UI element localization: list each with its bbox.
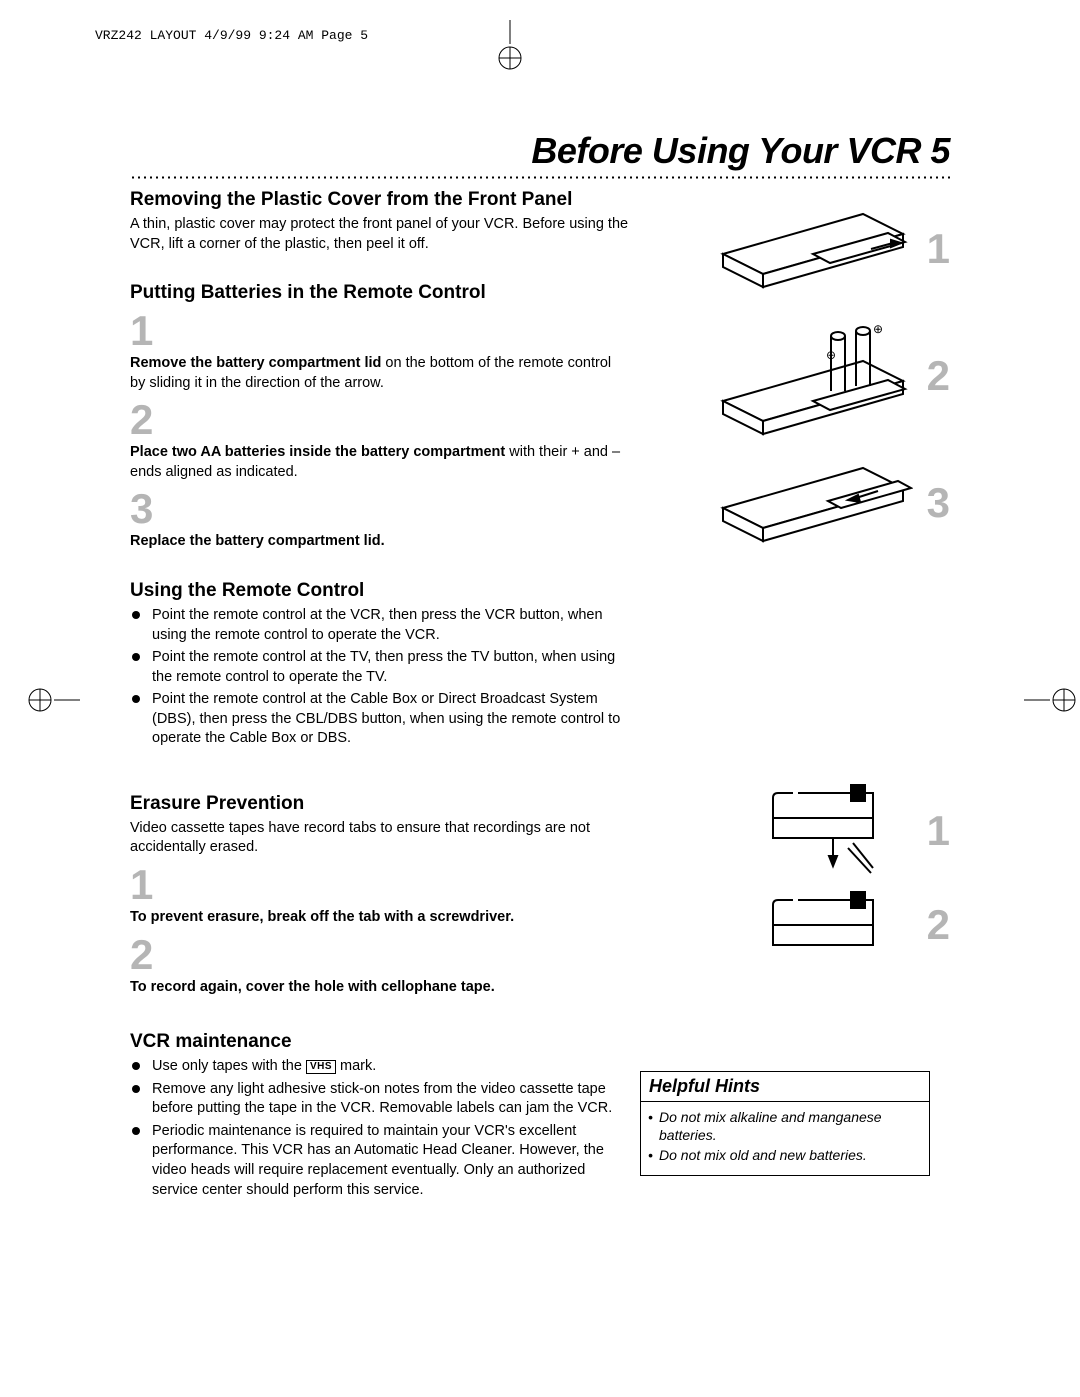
illustration-tape-2: 2 [630, 890, 950, 960]
vhs-logo: VHS [306, 1060, 336, 1074]
section-using-remote-heading: Using the Remote Control [130, 580, 630, 602]
step-bold: To record again, cover the hole with cel… [130, 979, 495, 995]
helpful-hints-list: Do not mix alkaline and manganese batter… [641, 1102, 929, 1175]
illustration-remote-3: 3 [630, 453, 950, 553]
step-bold: To prevent erasure, break off the tab wi… [130, 909, 514, 925]
illus-number: 3 [927, 482, 950, 524]
step-text-1: Remove the battery compartment lid on th… [130, 354, 630, 393]
maint-bullet1-post: mark. [336, 1058, 376, 1074]
illus-number: 1 [927, 810, 950, 852]
remote-replace-lid-icon [713, 453, 913, 553]
cassette-break-tab-icon [763, 783, 913, 878]
step-number: 3 [130, 488, 630, 530]
step-bold: Remove the battery compartment lid [130, 355, 381, 371]
list-item: Point the remote control at the TV, then… [152, 648, 630, 687]
step-bold: Replace the battery compartment lid. [130, 533, 385, 549]
helpful-hints-title: Helpful Hints [641, 1072, 929, 1102]
illustration-remote-1: 1 [630, 199, 950, 299]
section-erasure-heading: Erasure Prevention [130, 793, 630, 815]
crop-mark-right [1024, 680, 1080, 720]
step-text-2: Place two AA batteries inside the batter… [130, 443, 630, 482]
step-text-3: Replace the battery compartment lid. [130, 532, 630, 552]
svg-text:⊕: ⊕ [873, 322, 883, 336]
page-title-text: Before Using Your VCR [531, 130, 921, 171]
maintenance-list: Use only tapes with the VHS mark. Remove… [130, 1057, 630, 1200]
section-removing-cover-heading: Removing the Plastic Cover from the Fron… [130, 189, 630, 211]
step-number: 1 [130, 864, 630, 906]
illus-number: 2 [927, 904, 950, 946]
illus-number: 1 [927, 228, 950, 270]
illustration-remote-2: ⊕ ⊖ 2 [630, 311, 950, 441]
prepress-header: VRZ242 LAYOUT 4/9/99 9:24 AM Page 5 [95, 28, 368, 43]
crop-mark-top [490, 20, 530, 80]
remote-slide-lid-icon [713, 199, 913, 299]
maint-bullet1-pre: Use only tapes with the [152, 1058, 306, 1074]
cassette-cover-hole-icon [763, 890, 913, 960]
remote-insert-batteries-icon: ⊕ ⊖ [713, 311, 913, 441]
section-maintenance-heading: VCR maintenance [130, 1031, 630, 1053]
erasure-step-2: To record again, cover the hole with cel… [130, 978, 630, 998]
dotted-divider [130, 176, 950, 179]
step-number: 1 [130, 310, 630, 352]
erasure-step-1: To prevent erasure, break off the tab wi… [130, 908, 630, 928]
svg-text:⊖: ⊖ [826, 348, 836, 362]
hint-item: Do not mix old and new batteries. [659, 1146, 919, 1164]
step-number: 2 [130, 399, 630, 441]
list-item: Use only tapes with the VHS mark. [152, 1057, 630, 1077]
step-bold: Place two AA batteries inside the batter… [130, 444, 505, 460]
list-item: Point the remote control at the Cable Bo… [152, 690, 630, 749]
illustration-tape-1: 1 [630, 783, 950, 878]
illus-number: 2 [927, 355, 950, 397]
list-item: Point the remote control at the VCR, the… [152, 606, 630, 645]
list-item: Remove any light adhesive stick-on notes… [152, 1080, 630, 1119]
list-item: Periodic maintenance is required to main… [152, 1122, 630, 1200]
section-removing-cover-body: A thin, plastic cover may protect the fr… [130, 215, 630, 254]
page-title: Before Using Your VCR 5 [130, 130, 950, 172]
hint-item: Do not mix alkaline and manganese batter… [659, 1108, 919, 1144]
helpful-hints-box: Helpful Hints Do not mix alkaline and ma… [640, 1071, 930, 1176]
step-number: 2 [130, 934, 630, 976]
crop-mark-left [20, 680, 80, 720]
section-erasure-intro: Video cassette tapes have record tabs to… [130, 819, 630, 858]
page-number: 5 [930, 130, 950, 171]
using-remote-list: Point the remote control at the VCR, the… [130, 606, 630, 749]
section-batteries-heading: Putting Batteries in the Remote Control [130, 282, 630, 304]
